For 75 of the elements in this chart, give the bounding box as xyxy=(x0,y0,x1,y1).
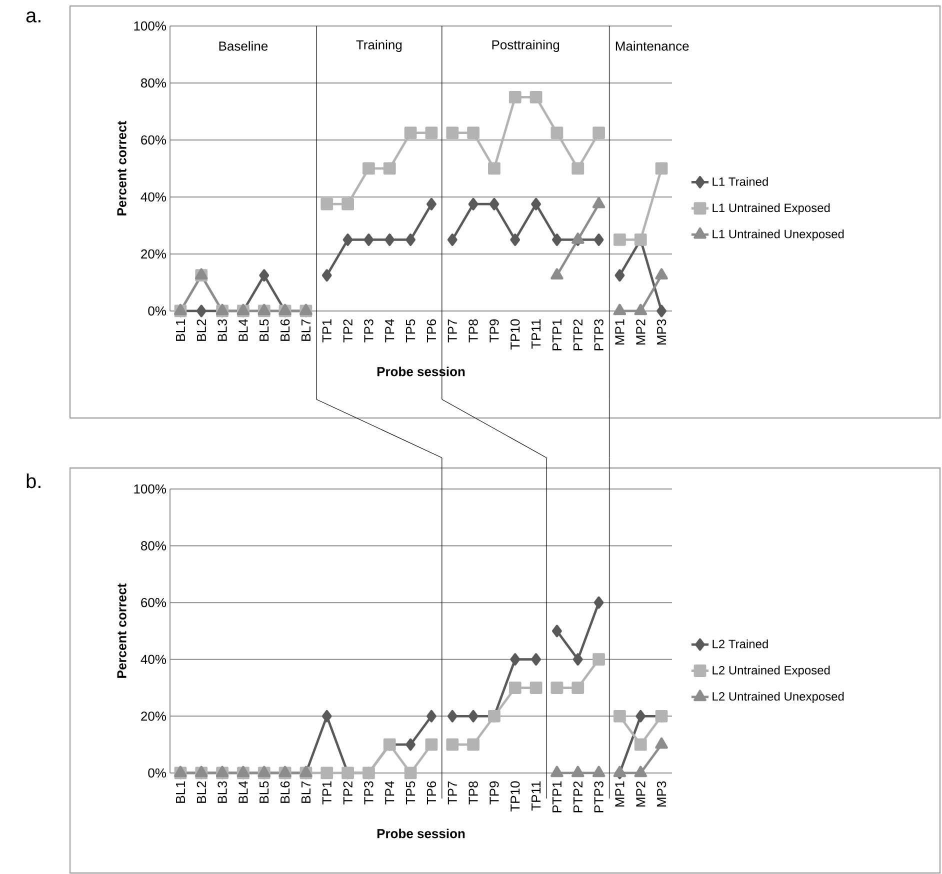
legend-label: L1 Untrained Unexposed xyxy=(712,229,844,241)
x-tick-label: TP8 xyxy=(468,781,478,804)
x-tick-label: BL7 xyxy=(301,319,310,341)
x-tick-label: BL1 xyxy=(176,319,185,341)
x-tick-label: TP10 xyxy=(510,781,520,812)
chart-title: b. xyxy=(26,474,40,488)
x-tick-label: TP1 xyxy=(322,319,332,342)
x-tick-label: TP6 xyxy=(426,781,436,804)
x-tick-label: TP1 xyxy=(322,781,332,804)
x-tick-label: PTP2 xyxy=(573,781,582,812)
x-tick-label: PTP3 xyxy=(594,319,604,350)
x-tick-label: BL4 xyxy=(238,781,248,803)
legend-label: L2 Untrained Unexposed xyxy=(712,692,844,704)
y-tick-label: 0% xyxy=(148,306,166,316)
x-tick-label: TP4 xyxy=(385,319,394,342)
y-tick-label: 60% xyxy=(141,598,166,608)
legend-label: L2 Trained xyxy=(712,639,768,648)
x-tick-label: BL6 xyxy=(280,781,290,803)
x-tick-label: MP1 xyxy=(615,319,624,344)
annotation: Training xyxy=(356,40,402,52)
y-axis-title: Percent correct xyxy=(117,583,126,678)
x-tick-label: TP10 xyxy=(510,319,520,350)
legend-label: L1 Untrained Exposed xyxy=(712,203,830,214)
x-tick-label: BL1 xyxy=(176,781,185,803)
y-tick-label: 100% xyxy=(134,484,166,494)
x-tick-label: TP6 xyxy=(426,319,436,342)
x-tick-label: MP1 xyxy=(615,781,624,806)
x-tick-label: TP5 xyxy=(406,781,416,804)
x-tick-label: TP4 xyxy=(385,781,394,804)
legend-label: L2 Untrained Exposed xyxy=(712,666,830,677)
x-tick-label: BL3 xyxy=(218,319,227,341)
x-tick-label: TP11 xyxy=(532,781,541,811)
x-tick-label: TP7 xyxy=(448,781,457,804)
x-tick-label: TP2 xyxy=(343,781,352,804)
x-tick-label: BL5 xyxy=(260,319,269,341)
x-tick-label: BL3 xyxy=(218,781,227,803)
x-tick-label: BL7 xyxy=(301,781,310,803)
x-tick-label: TP9 xyxy=(490,319,499,342)
x-tick-label: BL2 xyxy=(196,319,206,341)
x-tick-label: TP7 xyxy=(448,319,457,342)
x-tick-label: TP11 xyxy=(532,319,541,349)
y-tick-label: 100% xyxy=(134,21,166,31)
x-tick-label: TP3 xyxy=(364,781,374,804)
y-tick-label: 20% xyxy=(141,712,166,721)
y-axis-title: Percent correct xyxy=(117,120,126,216)
y-tick-label: 40% xyxy=(140,192,166,202)
x-tick-label: MP3 xyxy=(656,781,666,806)
legend-label: L1 Trained xyxy=(712,177,768,186)
x-tick-label: TP9 xyxy=(490,781,499,804)
x-tick-label: BL6 xyxy=(280,319,290,341)
y-tick-label: 80% xyxy=(141,541,166,550)
x-tick-label: TP5 xyxy=(406,319,416,342)
y-tick-label: 60% xyxy=(141,135,166,145)
x-tick-label: MP2 xyxy=(636,781,646,806)
x-tick-label: PTP3 xyxy=(594,781,604,812)
annotation: Maintenance xyxy=(616,41,689,51)
x-axis-title: Probe session xyxy=(377,828,465,838)
x-tick-label: TP3 xyxy=(364,319,374,342)
y-tick-label: 40% xyxy=(140,654,166,664)
y-tick-label: 80% xyxy=(141,78,166,88)
x-tick-label: MP2 xyxy=(636,319,646,344)
x-tick-label: MP3 xyxy=(656,319,666,344)
x-tick-label: PTP1 xyxy=(552,319,562,350)
x-tick-label: BL4 xyxy=(238,319,248,341)
x-tick-label: TP2 xyxy=(343,319,352,342)
x-tick-label: BL2 xyxy=(196,781,206,803)
x-tick-label: PTP1 xyxy=(552,781,562,812)
annotation: Baseline xyxy=(219,41,268,51)
x-tick-label: BL5 xyxy=(260,781,269,803)
x-tick-label: TP8 xyxy=(468,319,478,342)
annotation: Posttraining xyxy=(492,40,560,52)
chart-title: a. xyxy=(26,12,40,22)
y-tick-label: 20% xyxy=(141,249,166,259)
y-tick-label: 0% xyxy=(148,768,166,778)
x-tick-label: PTP2 xyxy=(573,319,582,350)
